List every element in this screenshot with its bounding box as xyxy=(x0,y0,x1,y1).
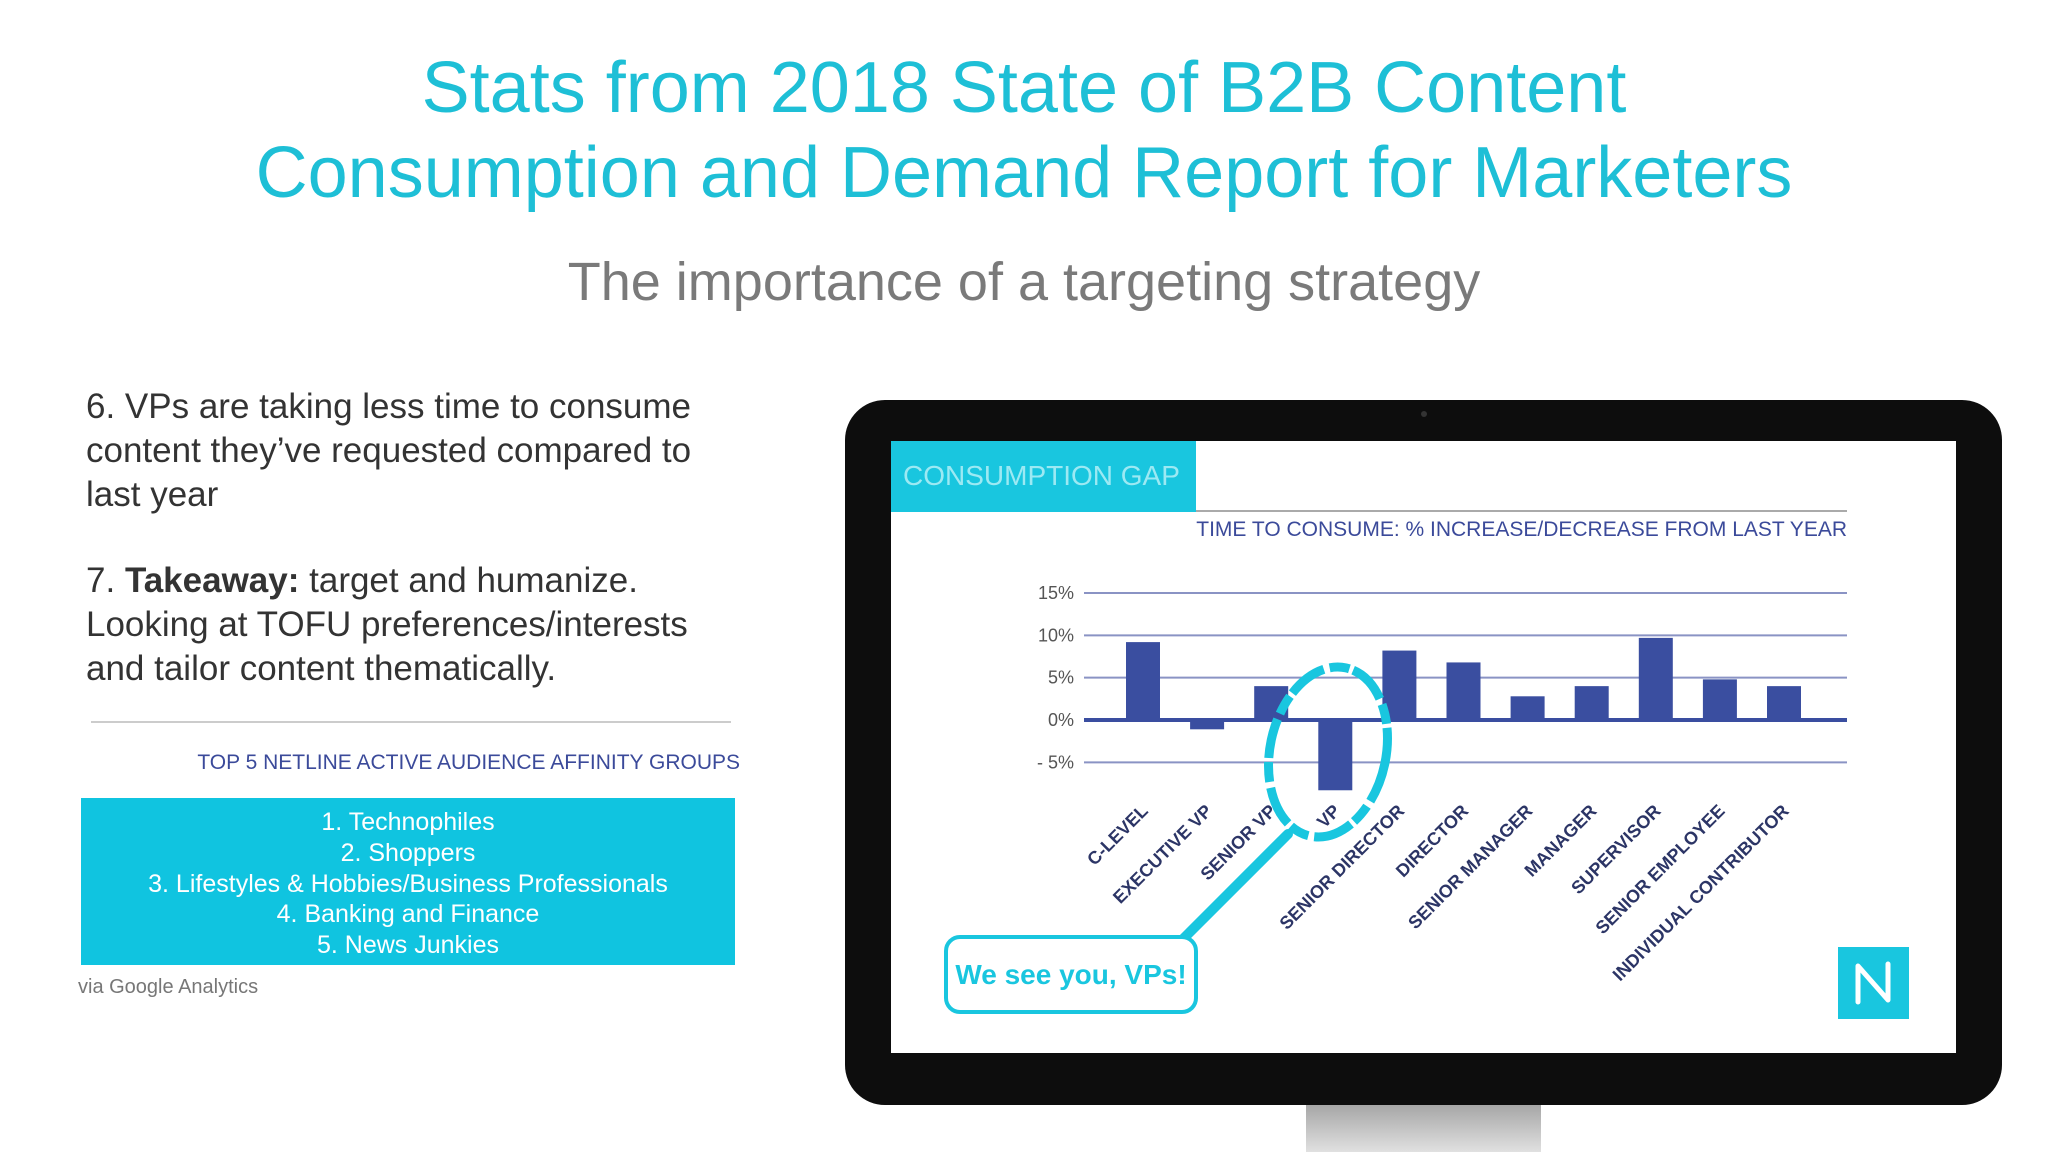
y-tick-label: 5% xyxy=(1048,668,1074,688)
points: 6. VPs are taking less time to consume c… xyxy=(86,387,691,688)
group-item: 4. Banking and Finance xyxy=(277,900,540,928)
bar xyxy=(1318,720,1353,791)
logo-mark xyxy=(1855,961,1891,1005)
bar xyxy=(1382,650,1417,720)
point-lead: 7. xyxy=(86,561,115,600)
point-line: and tailor content thematically. xyxy=(86,649,556,688)
source: via Google Analytics xyxy=(78,976,258,998)
highlight-circle xyxy=(1264,662,1392,842)
chart-title: CONSUMPTION GAP xyxy=(903,460,1180,491)
group-item: 3. Lifestyles & Hobbies/Business Profess… xyxy=(148,870,668,898)
bar xyxy=(1638,637,1673,720)
camera xyxy=(1421,411,1427,417)
bar xyxy=(1767,686,1801,720)
groups-box xyxy=(81,798,735,965)
point-line: Looking at TOFU preferences/interests xyxy=(86,605,688,644)
point-line: last year xyxy=(86,475,219,514)
y-tick-label: 15% xyxy=(1038,583,1074,603)
point-line: 7. Takeaway: target and humanize. xyxy=(86,561,638,600)
groups-title: TOP 5 NETLINE ACTIVE AUDIENCE AFFINITY G… xyxy=(197,751,740,774)
y-tick-label: - 5% xyxy=(1037,752,1074,772)
highlight-handle xyxy=(1175,829,1293,947)
y-tick-label: 0% xyxy=(1048,710,1074,730)
chart-subtitle: TIME TO CONSUME: % INCREASE/DECREASE FRO… xyxy=(1196,518,1847,541)
y-tick-label: 10% xyxy=(1038,625,1074,645)
groups-list: 1. Technophiles 2. Shoppers 3. Lifestyle… xyxy=(148,808,668,959)
slide-title: Stats from 2018 State of B2B Content xyxy=(422,48,1627,128)
chart-tab xyxy=(891,441,1196,512)
point-line: content they’ve requested compared to xyxy=(86,431,691,470)
annotation-box xyxy=(944,935,1198,1014)
bar xyxy=(1702,679,1737,720)
slide-title: Consumption and Demand Report for Market… xyxy=(256,133,1793,213)
point-text: target and humanize. xyxy=(309,561,638,600)
bar xyxy=(1574,686,1609,720)
group-item: 2. Shoppers xyxy=(341,839,476,867)
point-line: 6. VPs are taking less time to consume xyxy=(86,387,691,426)
slide-subtitle: The importance of a targeting strategy xyxy=(568,252,1481,312)
point-bold: Takeaway: xyxy=(125,561,299,600)
group-item: 1. Technophiles xyxy=(321,808,494,836)
bar xyxy=(1446,662,1481,720)
bar xyxy=(1510,696,1545,720)
bar xyxy=(1126,642,1160,720)
bar xyxy=(1190,720,1225,730)
group-item: 5. News Junkies xyxy=(317,931,499,959)
annotation: We see you, VPs! xyxy=(955,959,1186,990)
